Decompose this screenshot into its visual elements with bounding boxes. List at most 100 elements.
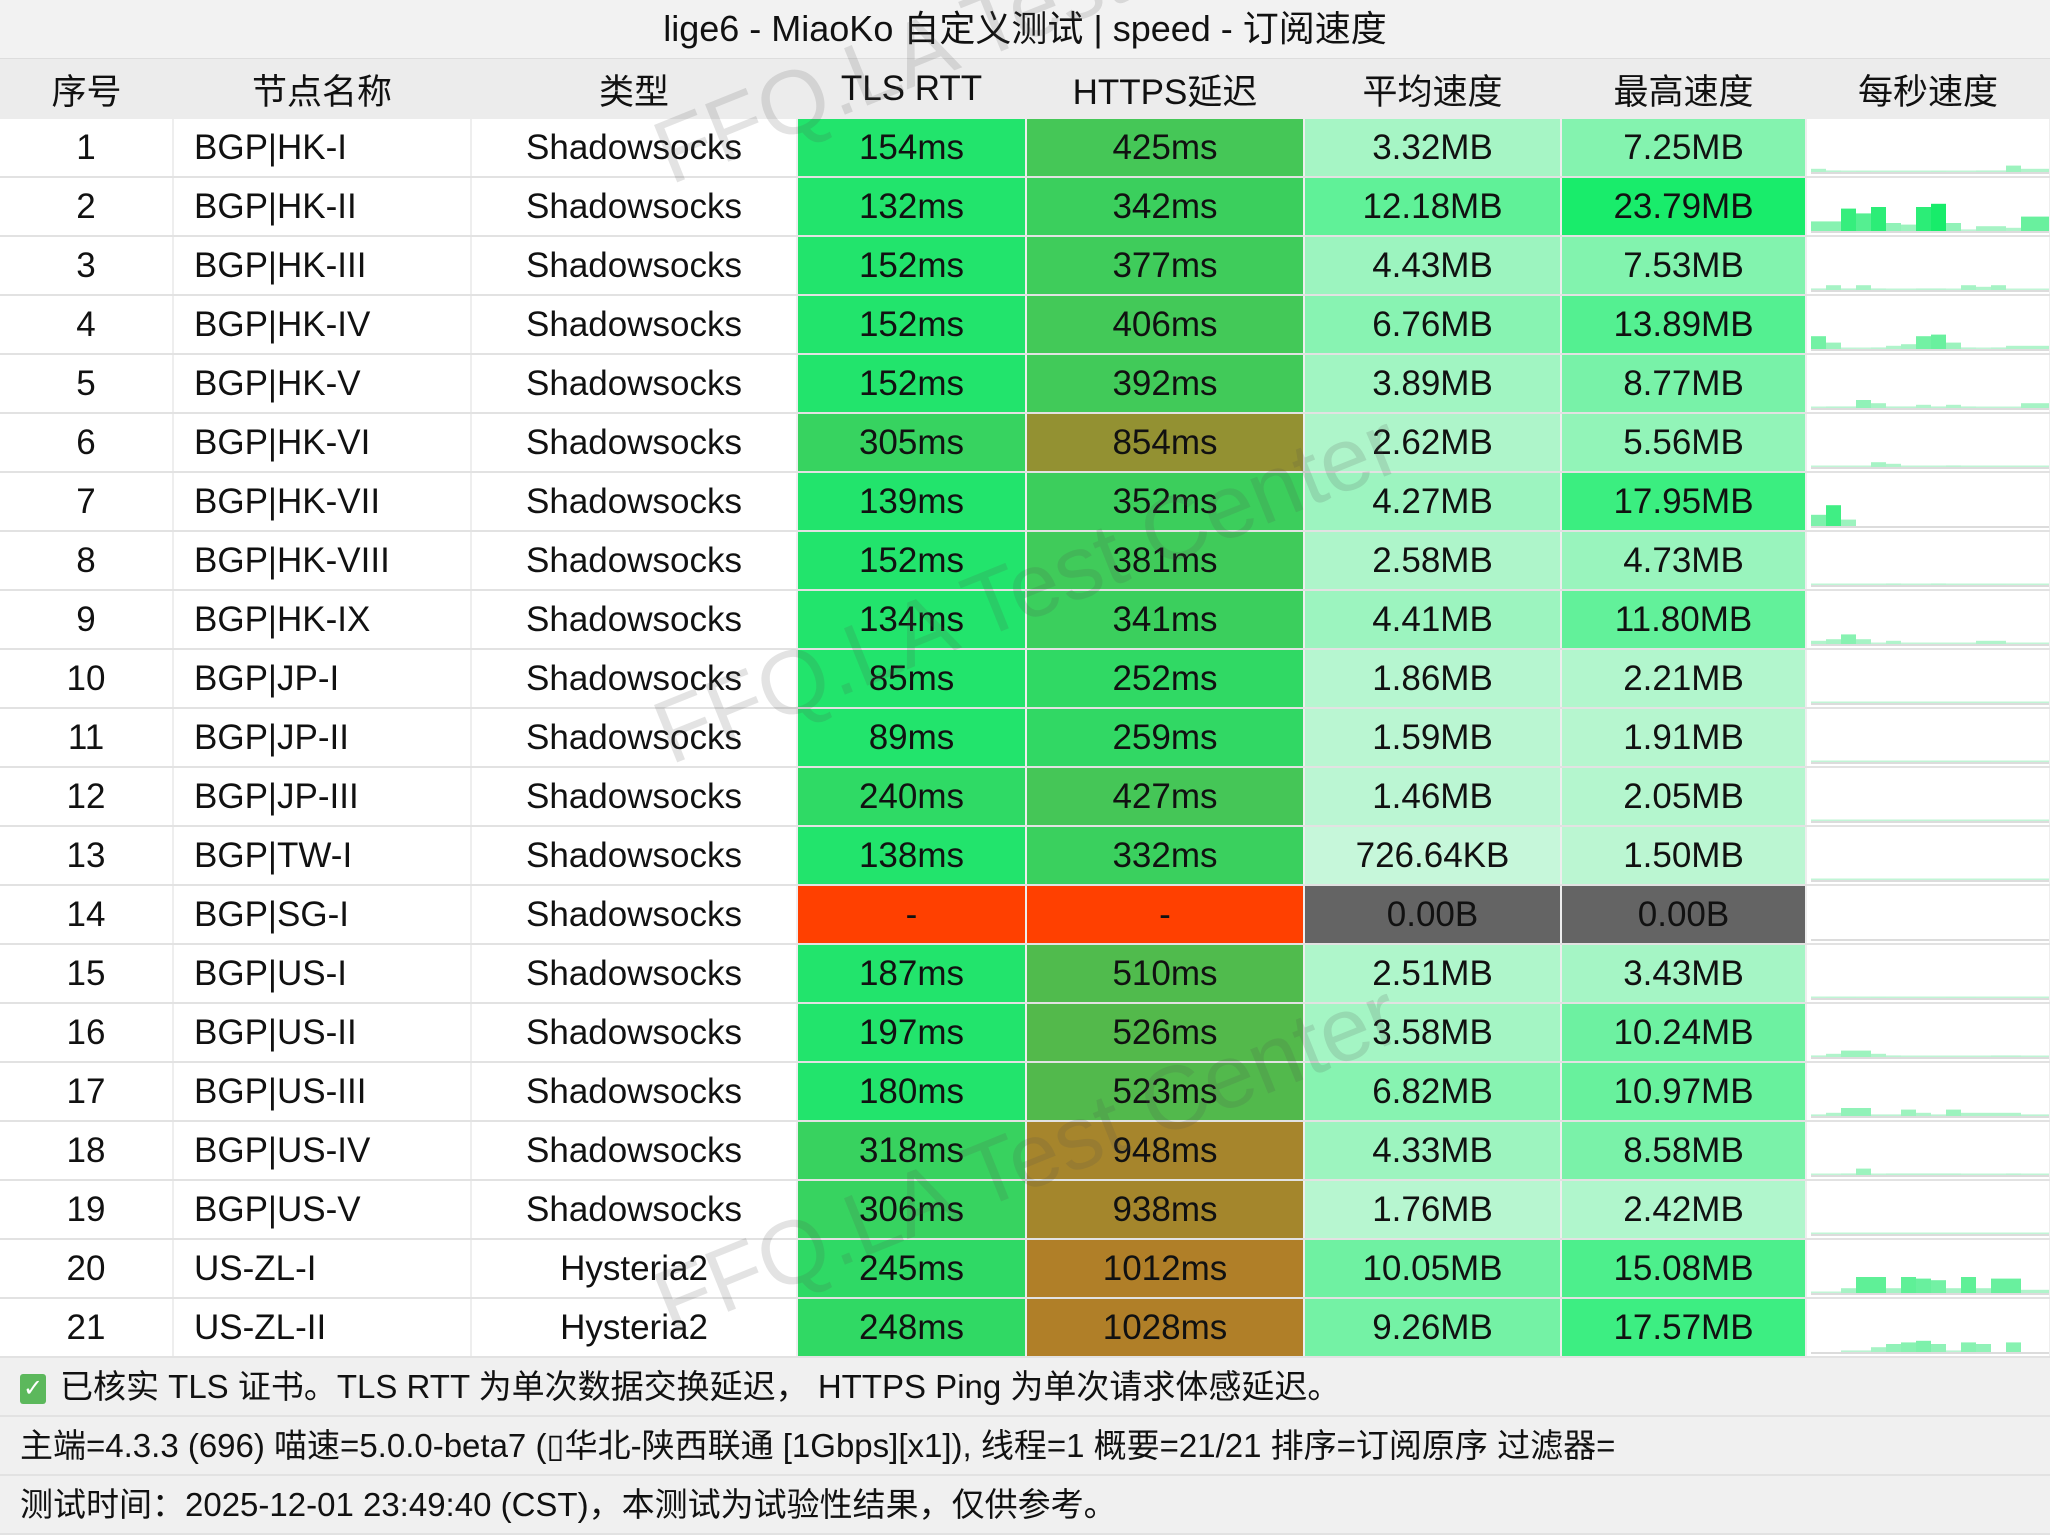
max-speed-cell: 5.56MB xyxy=(1561,413,1807,473)
sparkline-bar xyxy=(1931,878,1946,880)
type-cell: Shadowsocks xyxy=(471,826,798,886)
sparkline-baseline xyxy=(1811,939,2048,941)
max-speed-cell: 2.05MB xyxy=(1561,767,1807,827)
sparkline-bar xyxy=(1856,1232,1871,1234)
table-row: 2 BGP|HK-II Shadowsocks 132ms 342ms 12.18MB 23… xyxy=(0,177,2050,237)
sparkline-baseline xyxy=(1811,585,2048,587)
sparkline-bar xyxy=(1811,878,1826,880)
sparkline-bar xyxy=(1871,760,1886,762)
avg-speed-cell: 3.32MB xyxy=(1304,119,1562,178)
sparkline-bar xyxy=(1916,819,1931,821)
checkbox-checked-icon: ✓ xyxy=(20,1374,46,1405)
sparkline-bar xyxy=(2021,819,2036,821)
https-latency-cell: 332ms xyxy=(1026,826,1305,886)
sparkline-baseline xyxy=(1811,1234,2048,1236)
node-name-cell: BGP|HK-I xyxy=(173,119,472,178)
sparkline-bar xyxy=(1901,642,1916,644)
sparkline-bar xyxy=(1946,1109,1961,1116)
sparkline-bar xyxy=(2036,345,2048,349)
https-latency-cell: 342ms xyxy=(1026,177,1305,237)
index-cell: 1 xyxy=(0,119,174,178)
sparkline-bar xyxy=(1811,288,1826,290)
sparkline-bar xyxy=(1976,583,1991,585)
avg-speed-cell: 1.76MB xyxy=(1304,1180,1562,1240)
sparkline-bar xyxy=(1841,701,1856,703)
sparkline-bar xyxy=(1976,640,1991,644)
avg-speed-cell: 0.00B xyxy=(1304,885,1562,945)
sparkline-bar xyxy=(1856,1108,1871,1116)
sparkline-baseline xyxy=(1811,1293,2048,1295)
sparkline-bar xyxy=(1901,1232,1916,1234)
sparkline-bar xyxy=(1931,170,1946,172)
sparkline-bar xyxy=(2036,642,2048,644)
type-cell: Hysteria2 xyxy=(471,1298,798,1358)
sparkline-bar xyxy=(1931,1173,1946,1175)
sparkline-bar xyxy=(1886,1055,1901,1057)
sparkline-bar xyxy=(2036,168,2048,172)
sparkline-bar xyxy=(1841,208,1856,231)
sparkline-bar xyxy=(1961,406,1976,408)
sparkline-baseline xyxy=(1811,1175,2048,1177)
sparkline-bar xyxy=(1811,1173,1826,1175)
avg-speed-cell: 726.64KB xyxy=(1304,826,1562,886)
sparkline-bar xyxy=(1976,1055,1991,1057)
node-name-cell: US-ZL-I xyxy=(173,1239,472,1299)
sparkline-bar xyxy=(1946,819,1961,821)
sparkline-bar xyxy=(1991,760,2006,762)
sparkline-bar xyxy=(1976,760,1991,762)
table-row: 5 BGP|HK-V Shadowsocks 152ms 392ms 3.89MB 8.77… xyxy=(0,354,2050,414)
node-name-cell: US-ZL-II xyxy=(173,1298,472,1358)
per-second-speed-sparkline xyxy=(1806,1239,2050,1299)
sparkline-bar xyxy=(1901,996,1916,998)
type-cell: Shadowsocks xyxy=(471,944,798,1004)
sparkline-bar xyxy=(1841,1350,1856,1352)
index-cell: 9 xyxy=(0,590,174,650)
sparkline-bar xyxy=(1961,1232,1976,1234)
sparkline-bar xyxy=(1931,701,1946,703)
table-row: 6 BGP|HK-VI Shadowsocks 305ms 854ms 2.62MB 5.5… xyxy=(0,413,2050,473)
sparkline-bar xyxy=(1931,406,1946,408)
sparkline-bar xyxy=(1811,1232,1826,1234)
sparkline-bar xyxy=(1991,226,2006,231)
sparkline-bar xyxy=(1826,465,1841,467)
node-name-cell: BGP|HK-IX xyxy=(173,590,472,650)
per-second-speed-sparkline xyxy=(1806,295,2050,355)
node-name-cell: BGP|HK-II xyxy=(173,177,472,237)
tls-rtt-cell: - xyxy=(797,885,1027,945)
sparkline-baseline xyxy=(1811,526,2048,528)
tls-rtt-cell: 152ms xyxy=(797,236,1027,296)
sparkline-bar xyxy=(1916,583,1931,585)
index-cell: 17 xyxy=(0,1062,174,1122)
sparkline-bar xyxy=(1811,406,1826,408)
sparkline-bar xyxy=(1931,1280,1946,1293)
sparkline-bar xyxy=(1931,1232,1946,1234)
node-name-cell: BGP|US-III xyxy=(173,1062,472,1122)
sparkline-bar xyxy=(1841,634,1856,644)
sparkline-bar xyxy=(2006,1173,2021,1175)
footer-tls-note: 已核实 TLS 证书。TLS RTT 为单次数据交换延迟， HTTPS Ping… xyxy=(60,1368,1341,1405)
sparkline-bar xyxy=(1916,996,1931,998)
index-cell: 7 xyxy=(0,472,174,532)
sparkline-bar xyxy=(2006,701,2021,703)
type-cell: Shadowsocks xyxy=(471,590,798,650)
sparkline-baseline xyxy=(1811,1057,2048,1059)
sparkline-bar xyxy=(1811,701,1826,703)
sparkline-bar xyxy=(1871,347,1886,349)
type-cell: Shadowsocks xyxy=(471,177,798,237)
tls-rtt-cell: 240ms xyxy=(797,767,1027,827)
sparkline-bar xyxy=(1916,170,1931,172)
table-row: 3 BGP|HK-III Shadowsocks 152ms 377ms 4.43MB 7.… xyxy=(0,236,2050,296)
index-cell: 11 xyxy=(0,708,174,768)
sparkline-bar xyxy=(2006,465,2021,467)
sparkline-bar xyxy=(1811,640,1826,644)
avg-speed-cell: 4.27MB xyxy=(1304,472,1562,532)
sparkline-bar xyxy=(1826,1291,1841,1293)
avg-speed-cell: 4.33MB xyxy=(1304,1121,1562,1181)
tls-rtt-cell: 305ms xyxy=(797,413,1027,473)
sparkline-bar xyxy=(2036,996,2048,998)
sparkline-bar xyxy=(1901,583,1916,585)
per-second-speed-sparkline xyxy=(1806,885,2050,945)
sparkline-bar xyxy=(2036,701,2048,703)
sparkline-bar xyxy=(1901,344,1916,349)
sparkline-bar xyxy=(1826,1053,1841,1057)
